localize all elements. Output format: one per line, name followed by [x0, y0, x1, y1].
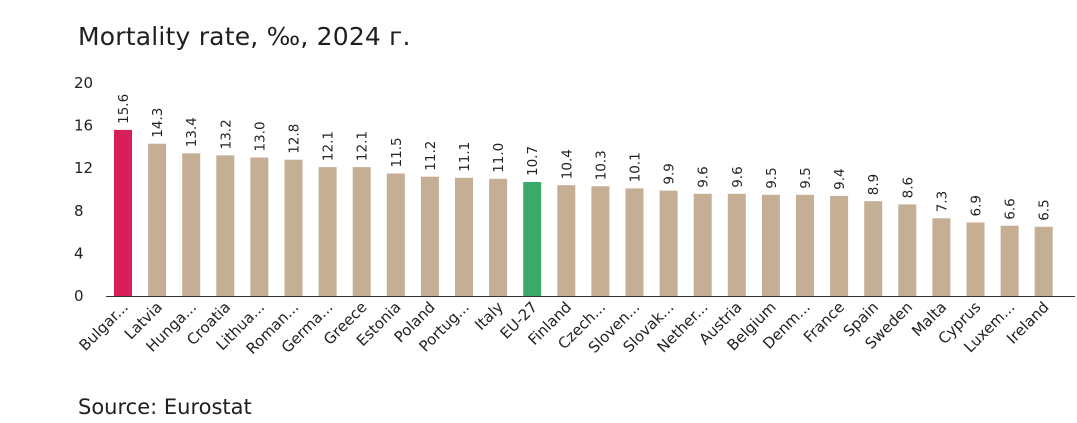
bar: [830, 195, 849, 296]
bar: [932, 218, 951, 296]
bar: [659, 190, 678, 296]
bar-value-label: 6.6: [1003, 198, 1019, 219]
bar-value-label: 13.2: [218, 119, 234, 149]
bar: [318, 167, 337, 296]
bar-value-label: 9.9: [662, 163, 678, 184]
bars: [114, 129, 1053, 296]
bar: [761, 194, 780, 296]
bar-value-label: 10.1: [628, 152, 644, 182]
bar: [864, 201, 883, 296]
bar-value-label: 11.5: [389, 137, 405, 167]
bar-value-label: 14.3: [150, 108, 166, 138]
bar-value-label: 9.6: [730, 166, 746, 187]
bar-value-label: 13.0: [252, 121, 268, 151]
bar: [455, 177, 473, 296]
y-tick-label: 0: [74, 287, 84, 305]
bar: [114, 129, 132, 296]
bar: [216, 155, 235, 296]
bar-value-label: 13.4: [184, 117, 200, 147]
bar-value-label: 8.9: [866, 174, 882, 195]
bar: [796, 194, 814, 296]
bar: [284, 159, 303, 296]
bar: [557, 185, 576, 296]
bar: [1000, 225, 1019, 296]
x-category-label: Bulgar...: [75, 298, 131, 354]
bar: [693, 193, 712, 296]
bar: [898, 204, 917, 296]
bar: [1034, 226, 1053, 296]
bar: [523, 182, 542, 296]
category-labels: Bulgar...LatviaHunga...CroatiaLithua...R…: [75, 298, 1052, 358]
bar-value-label: 9.6: [696, 166, 712, 187]
bar: [489, 178, 508, 296]
bar-value-label: 8.6: [900, 177, 916, 198]
bar-value-label: 6.9: [969, 195, 985, 216]
bar-value-label: 9.5: [798, 167, 814, 188]
bar-value-label: 15.6: [116, 94, 132, 124]
bar: [727, 193, 746, 296]
bar-value-label: 12.8: [287, 124, 303, 154]
bar-value-label: 11.2: [423, 141, 439, 171]
bar: [250, 157, 269, 296]
bar-value-label: 9.4: [832, 168, 848, 189]
bar: [352, 167, 371, 296]
bar-value-label: 9.5: [764, 167, 780, 188]
bar-value-label: 11.0: [491, 143, 507, 173]
bar-value-label: 11.1: [457, 142, 473, 172]
bar: [625, 188, 644, 296]
source-note: Source: Eurostat: [78, 395, 252, 419]
y-tick-label: 12: [74, 159, 93, 177]
bar: [182, 153, 201, 296]
bar-value-label: 12.1: [321, 131, 337, 161]
bar-value-label: 10.7: [525, 146, 541, 176]
bar: [386, 173, 405, 296]
bar: [420, 176, 439, 296]
y-axis-ticks: 0 4 8 12 16 20: [74, 74, 93, 305]
bar: [591, 186, 610, 296]
y-tick-label: 20: [74, 74, 93, 92]
value-labels: 15.6 14.3 13.4 13.2 13.0 12.8 12.1 12.1 11.5 11.2…: [116, 94, 1053, 221]
y-tick-label: 4: [74, 244, 84, 262]
bar-value-label: 6.5: [1037, 199, 1053, 220]
bar-value-label: 7.3: [934, 191, 950, 212]
chart-title: Mortality rate, ‰, 2024 г.: [78, 22, 411, 51]
y-tick-label: 16: [74, 117, 93, 135]
y-tick-label: 8: [74, 202, 84, 220]
bar: [148, 143, 167, 296]
bar: [966, 222, 985, 296]
bar-value-label: 12.1: [355, 131, 371, 161]
bar-value-label: 10.3: [593, 150, 609, 180]
bar-value-label: 10.4: [559, 149, 575, 179]
